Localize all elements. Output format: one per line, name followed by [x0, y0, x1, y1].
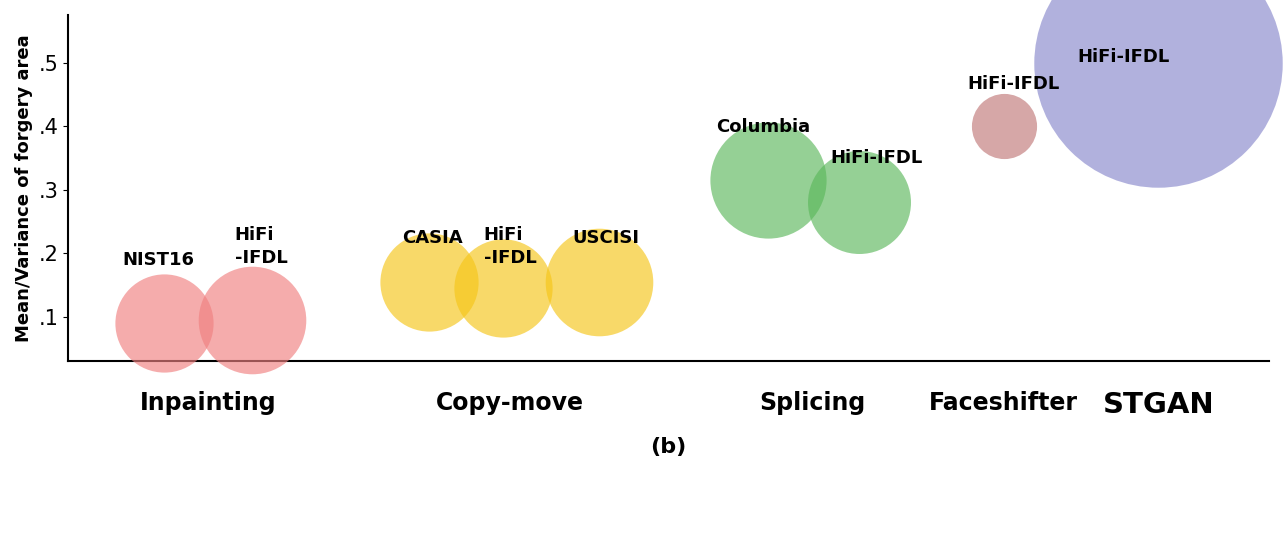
Text: HiFi: HiFi — [235, 225, 275, 243]
Text: CASIA: CASIA — [403, 229, 464, 247]
Text: HiFi-IFDL: HiFi-IFDL — [967, 75, 1059, 93]
Y-axis label: Mean/Variance of forgery area: Mean/Variance of forgery area — [15, 34, 33, 342]
Text: Faceshifter: Faceshifter — [930, 391, 1079, 416]
Text: USCISI: USCISI — [573, 229, 639, 247]
Text: STGAN: STGAN — [1103, 391, 1215, 420]
Text: (b): (b) — [651, 437, 687, 457]
Point — [994, 122, 1014, 131]
Point — [154, 319, 175, 327]
Point — [758, 176, 778, 184]
Point — [493, 283, 514, 292]
Text: -IFDL: -IFDL — [235, 249, 288, 267]
Text: HiFi-IFDL: HiFi-IFDL — [829, 150, 922, 167]
Text: Inpainting: Inpainting — [140, 391, 276, 416]
Point — [419, 278, 439, 286]
Text: Columbia: Columbia — [716, 118, 810, 136]
Text: Splicing: Splicing — [759, 391, 865, 416]
Point — [849, 198, 869, 207]
Text: Copy-move: Copy-move — [437, 391, 584, 416]
Text: HiFi-IFDL: HiFi-IFDL — [1077, 48, 1170, 66]
Point — [1148, 59, 1168, 67]
Text: -IFDL: -IFDL — [484, 249, 537, 267]
Text: NIST16: NIST16 — [123, 251, 195, 269]
Point — [588, 278, 609, 286]
Point — [243, 315, 263, 324]
Text: HiFi: HiFi — [484, 225, 523, 243]
